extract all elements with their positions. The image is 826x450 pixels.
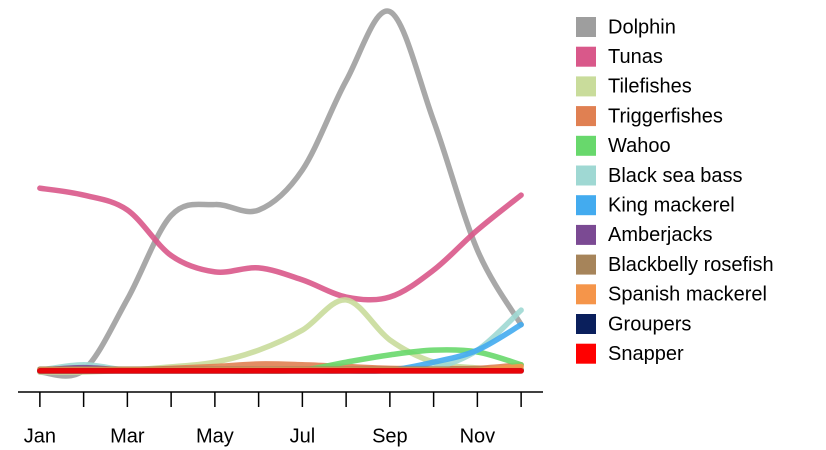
legend-label: Tunas — [608, 46, 663, 68]
legend-swatch — [576, 343, 596, 364]
legend-swatch — [576, 254, 596, 275]
legend-swatch — [576, 165, 596, 186]
legend-label: Wahoo — [608, 135, 671, 157]
legend-label: Triggerfishes — [608, 105, 723, 127]
x-tick-label: Sep — [372, 425, 408, 447]
legend-label: Blackbelly rosefish — [608, 254, 774, 276]
line-series — [37, 8, 524, 379]
legend-label: Groupers — [608, 313, 691, 335]
legend-swatch — [576, 17, 596, 37]
legend-label: Spanish mackerel — [608, 284, 767, 306]
legend-label: King mackerel — [608, 194, 735, 216]
x-tick-label: Jul — [290, 425, 316, 447]
legend-swatch — [576, 135, 596, 156]
legend-label: Dolphin — [608, 16, 676, 38]
legend-swatch — [576, 195, 596, 216]
legend-swatch — [576, 46, 596, 67]
line-series — [37, 185, 524, 303]
legend-label: Snapper — [608, 343, 684, 365]
x-tick-label: Mar — [110, 425, 145, 447]
legend-swatch — [576, 106, 596, 127]
legend-label: Black sea bass — [608, 165, 743, 187]
legend-swatch — [576, 314, 596, 334]
x-tick-label: Nov — [460, 425, 496, 447]
legend-label: Amberjacks — [608, 224, 712, 246]
legend-swatch — [576, 224, 596, 245]
legend-label: Tilefishes — [608, 76, 692, 98]
x-tick-label: Jan — [24, 425, 56, 447]
x-tick-label: May — [196, 425, 234, 447]
legend-swatch — [576, 284, 596, 305]
legend-swatch — [576, 76, 596, 97]
